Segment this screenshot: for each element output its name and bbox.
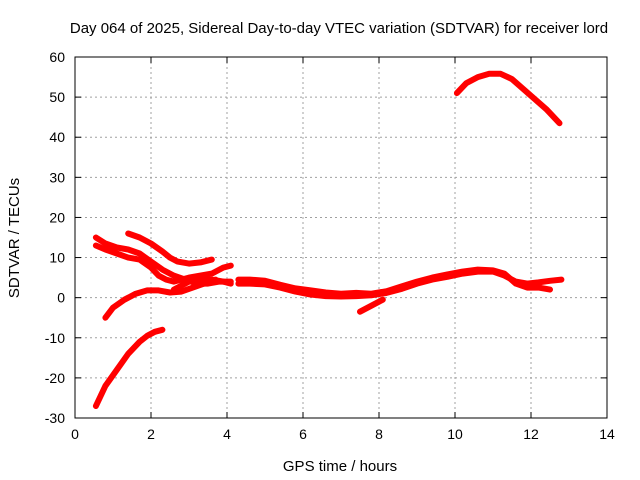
y-tick-label: 20 [49,209,65,225]
series-line-arc-1 [92,326,166,409]
y-tick-label: 60 [49,49,65,65]
y-tick-label: 50 [49,89,65,105]
series-line-arc-9 [357,296,386,315]
x-tick-label: 2 [147,426,155,442]
plot-border [74,56,608,419]
x-tick-label: 14 [599,426,615,442]
x-tick-label: 0 [71,426,79,442]
x-tick-label: 4 [223,426,231,442]
y-tick-label: -20 [45,370,65,386]
series-line-arc-10 [453,70,563,127]
series-group [92,70,565,409]
x-tick-label: 6 [299,426,307,442]
series-line-arc-3 [92,242,234,285]
series-line-arc-6 [170,276,234,293]
y-tick-label: 30 [49,169,65,185]
y-tick-label: 0 [57,290,65,306]
y-axis-label: SDTVAR / TECUs [6,178,23,298]
series-line-arc-5 [125,230,215,267]
series-line-arc-4 [92,234,234,287]
x-axis-label: GPS time / hours [283,458,397,475]
y-tick-label: -30 [45,410,65,426]
y-tick-label: 10 [49,250,65,266]
series-line-arc-8 [235,266,553,297]
axis-ticks: 0 2 4 6 8 10 12 14 -30 -20 -10 0 10 20 30 40 50 60 [45,49,615,442]
y-tick-label: 40 [49,129,65,145]
y-tick-label: -10 [45,330,65,346]
x-tick-label: 12 [523,426,539,442]
chart-title: Day 064 of 2025, Sidereal Day-to-day VTE… [70,20,608,37]
x-tick-label: 8 [375,426,383,442]
x-tick-label: 10 [447,426,463,442]
